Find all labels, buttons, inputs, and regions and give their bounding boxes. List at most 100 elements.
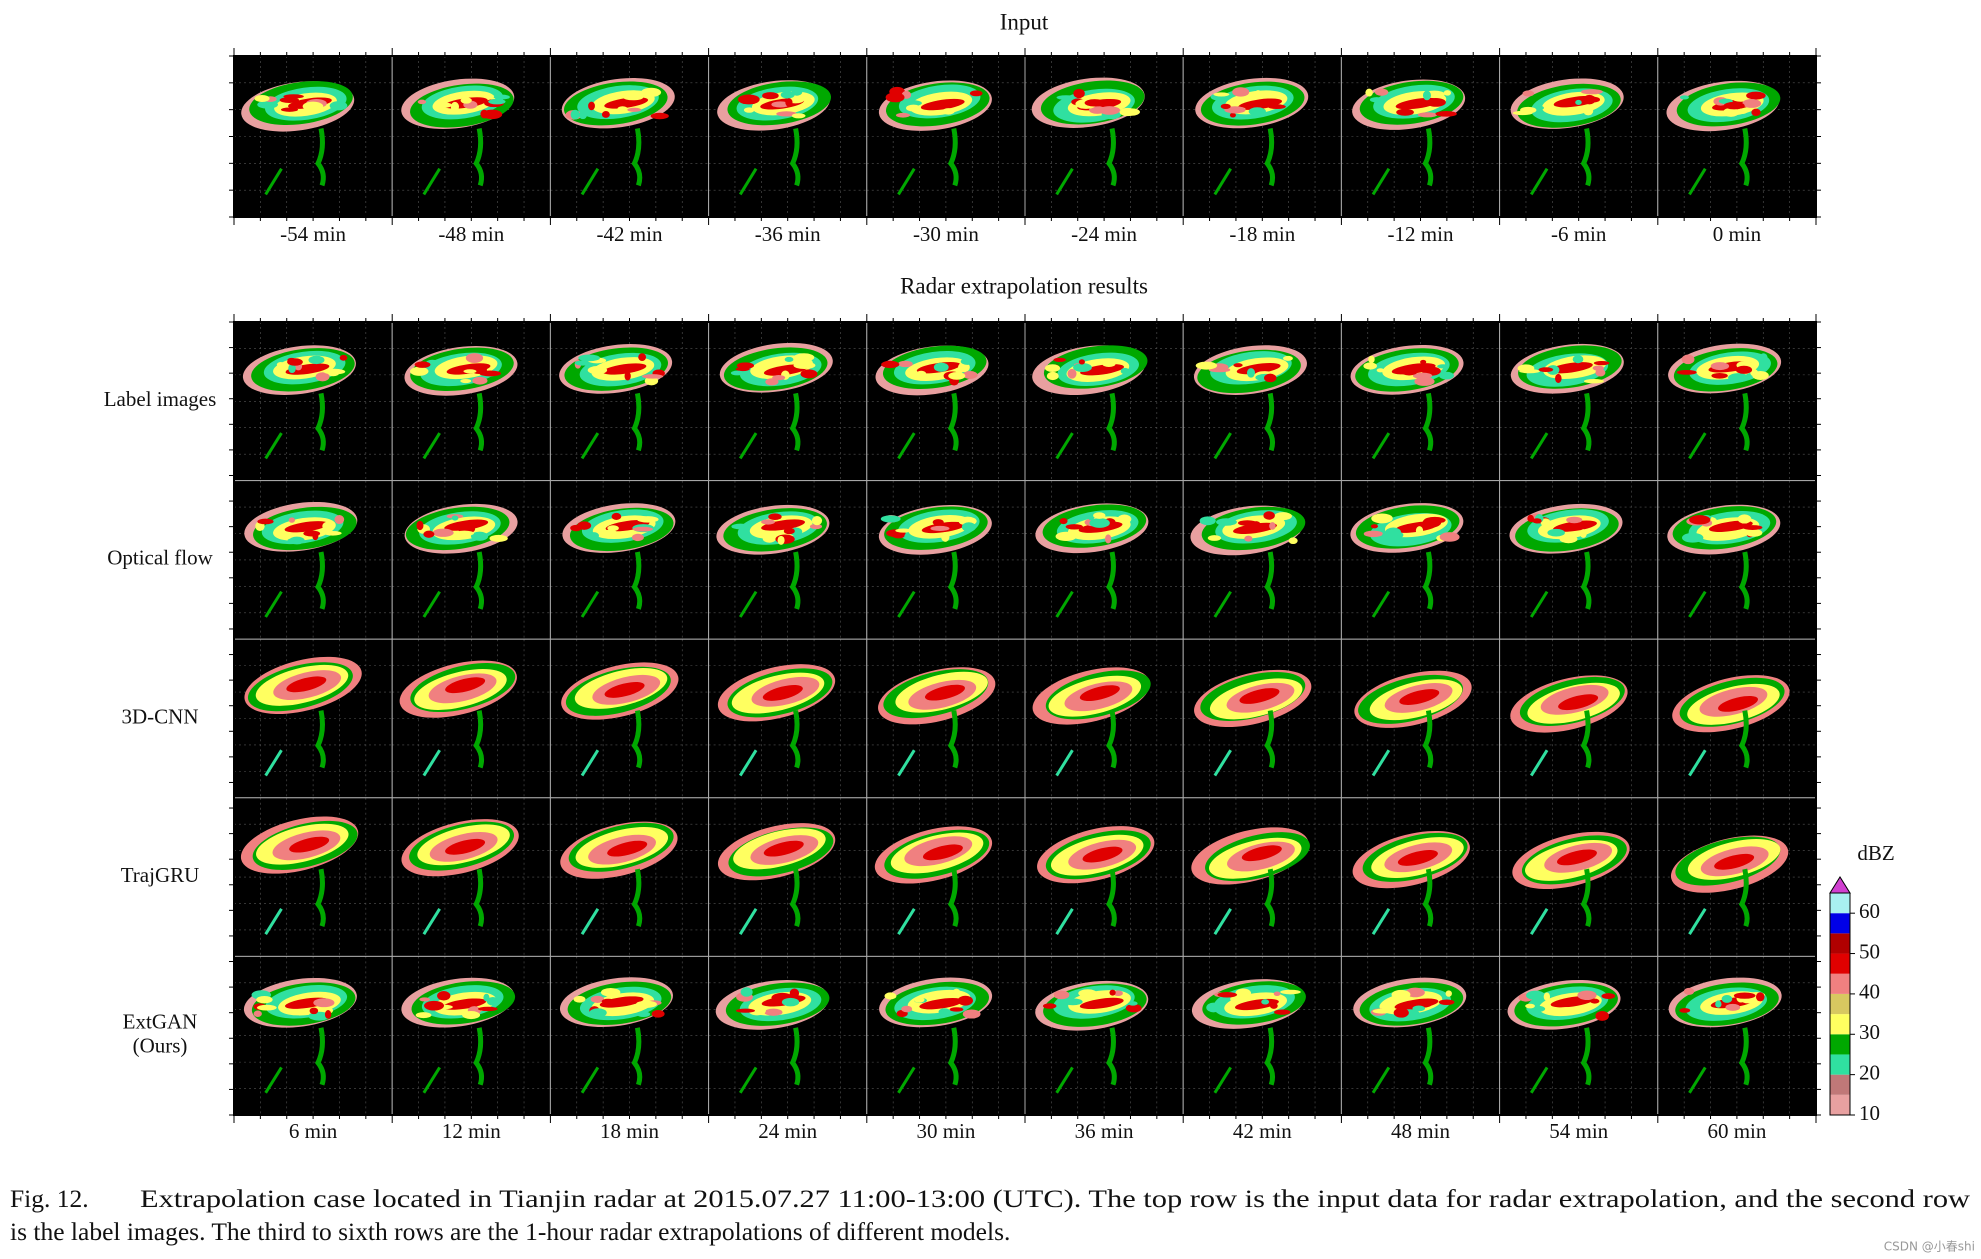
echo-cell <box>283 94 304 99</box>
echo-cell <box>489 534 508 542</box>
echo-cell <box>651 1009 665 1018</box>
echo-streak <box>580 590 600 618</box>
echo-cell <box>617 106 628 112</box>
echo-cell <box>1759 353 1768 363</box>
echo-cell <box>776 111 797 117</box>
input-title: Input <box>1000 9 1049 34</box>
echo-cell <box>1562 99 1577 104</box>
echo-streak <box>738 167 758 196</box>
radar-panel <box>1340 638 1501 799</box>
echo-cell <box>1543 992 1551 1001</box>
echo-cell <box>1679 95 1690 100</box>
echo-cell <box>948 372 966 380</box>
echo-tail <box>315 551 326 610</box>
colorbar-tick-label: 20 <box>1859 1060 1880 1084</box>
echo-tail <box>1264 127 1276 187</box>
echo <box>1718 695 1759 712</box>
echo <box>445 677 486 694</box>
echo-cell <box>1128 1001 1138 1006</box>
radar-panel <box>1182 797 1342 957</box>
echo-streak <box>1688 908 1707 935</box>
echo-cell <box>287 538 298 543</box>
radar-panel <box>233 955 393 1116</box>
echo-tail <box>1106 127 1117 187</box>
echo-cell <box>611 512 622 520</box>
echo-cell <box>1280 989 1301 995</box>
echo-cell <box>1583 106 1594 116</box>
colorbar-tick-label: 60 <box>1859 899 1880 923</box>
echo-tail <box>1264 392 1276 452</box>
echo-cell <box>1195 361 1218 370</box>
echo-cell <box>1593 360 1610 366</box>
radar-panel <box>549 797 710 957</box>
echo-cell <box>765 378 779 386</box>
echo-cell <box>938 1008 951 1016</box>
echo-cell <box>1679 1008 1691 1013</box>
radar-panel <box>708 55 868 218</box>
colorbar-segment <box>1830 1094 1850 1115</box>
echo-cell <box>1282 355 1293 361</box>
echo-cell <box>961 522 976 532</box>
echo-tail <box>473 127 485 187</box>
row-label: Optical flow <box>107 546 213 570</box>
time-label: 6 min <box>289 1119 338 1143</box>
echo-cell <box>450 101 460 112</box>
echo-cell <box>1575 99 1582 105</box>
radar-panel <box>1340 955 1501 1116</box>
echo-cell <box>309 1007 319 1015</box>
echo-cell <box>762 534 776 543</box>
colorbar-extend <box>1829 876 1851 894</box>
echo <box>920 98 965 111</box>
colorbar-border <box>1829 892 1851 1116</box>
echo-tail <box>315 710 326 769</box>
radar-panel <box>708 638 868 799</box>
echo-cell <box>636 516 659 523</box>
echo-cell <box>437 991 451 1001</box>
echo-tail <box>789 868 801 927</box>
time-label: -42 min <box>597 222 663 246</box>
row-label: (Ours) <box>133 1034 188 1058</box>
colorbar-tick-label: 30 <box>1859 1020 1880 1044</box>
echo-cell <box>1055 531 1077 541</box>
echo-tail <box>1422 127 1434 187</box>
echo-cell <box>962 1009 981 1019</box>
echo-tail <box>1422 551 1434 610</box>
echo-cell <box>1248 107 1266 116</box>
echo-cell <box>898 360 913 368</box>
radar-panel <box>1024 955 1184 1116</box>
echo-cell <box>952 988 961 998</box>
echo-cell <box>410 366 429 376</box>
echo-cell <box>323 530 342 536</box>
echo <box>607 840 648 857</box>
echo-cell <box>1274 512 1292 521</box>
echo-tail <box>315 127 326 187</box>
echo-cell <box>1559 534 1578 544</box>
echo-cell <box>1435 110 1457 117</box>
echo-cell <box>1586 96 1600 103</box>
echo-tail <box>1106 1027 1117 1086</box>
echo-cell <box>1522 90 1535 97</box>
echo-cell <box>323 368 346 375</box>
echo-cell <box>436 102 452 108</box>
panel-background <box>1025 956 1184 1115</box>
echo-cell <box>1073 88 1085 99</box>
echo-cell <box>916 370 927 377</box>
echo-cell <box>482 109 503 120</box>
echo-cell <box>1264 373 1277 383</box>
echo-cell <box>969 90 983 97</box>
echo-streak <box>1213 1066 1232 1094</box>
echo-cell <box>1412 1005 1426 1012</box>
echo-cell <box>636 1011 651 1018</box>
echo-cell <box>1595 368 1606 377</box>
radar-panel <box>708 955 868 1116</box>
radar-panel <box>549 321 710 482</box>
echo-cell <box>1274 1009 1291 1015</box>
echo-cell <box>601 998 615 1004</box>
radar-panel <box>1657 955 1817 1116</box>
echo-tail <box>631 1027 643 1086</box>
radar-panel <box>866 55 1026 218</box>
echo-tail <box>947 551 959 610</box>
echo-cell <box>1438 999 1455 1006</box>
echo-cell <box>329 101 348 111</box>
echo-streak <box>897 432 916 460</box>
